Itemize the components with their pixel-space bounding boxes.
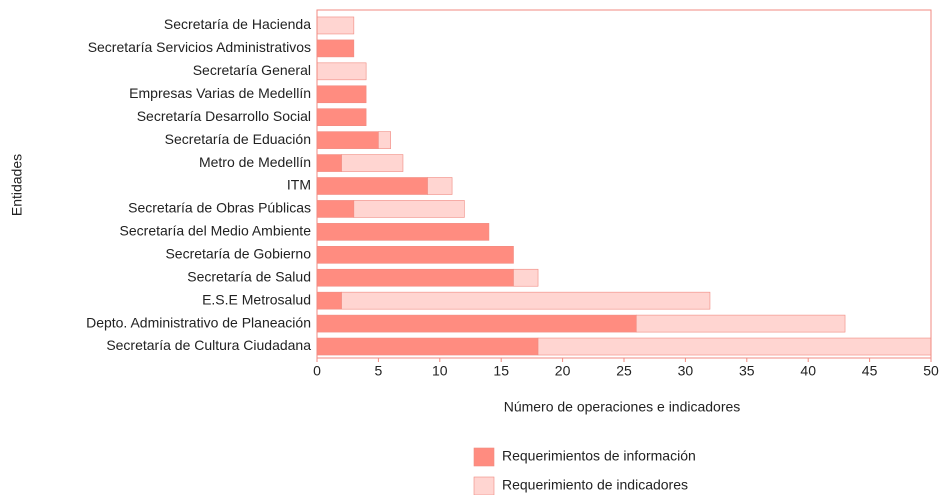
bar [341, 154, 404, 172]
bar [316, 223, 490, 241]
y-axis-title: Entidades [9, 154, 25, 216]
bar [316, 337, 539, 356]
bar [513, 268, 539, 287]
y-tick-label: Secretaría Desarrollo Social [137, 108, 311, 124]
plot-border [316, 9, 932, 359]
x-tick-label: 35 [739, 363, 755, 379]
bar [316, 268, 514, 287]
y-tick-label: E.S.E Metrosalud [202, 291, 311, 307]
bar [316, 16, 355, 35]
legend-swatch [473, 476, 495, 495]
y-tick-label: Metro de Medellín [199, 154, 311, 170]
x-tick-label: 20 [555, 363, 571, 379]
x-tick-label: 5 [375, 363, 383, 379]
bar [316, 39, 355, 58]
x-tick-label: 10 [432, 363, 448, 379]
y-tick-label: ITM [287, 177, 311, 193]
y-tick-label: Secretaría del Medio Ambiente [120, 223, 312, 239]
y-tick-label: Secretaría de Eduación [165, 131, 311, 147]
x-tick-label: 15 [493, 363, 509, 379]
bar [537, 337, 932, 356]
x-tick-label: 30 [678, 363, 694, 379]
bar [316, 108, 367, 126]
y-tick-label: Secretaría Servicios Administrativos [88, 39, 311, 55]
legend-label: Requerimientos de información [502, 448, 696, 464]
bar [316, 177, 428, 195]
bar [378, 131, 391, 149]
x-tick-label: 0 [313, 363, 321, 379]
y-tick-label: Secretaría de Obras Públicas [128, 200, 311, 216]
bar [316, 154, 342, 172]
bar [353, 200, 465, 218]
bar [316, 314, 637, 333]
legend-swatch [473, 447, 495, 467]
legend-label: Requerimiento de indicadores [502, 477, 688, 493]
y-tick-label: Depto. Administrativo de Planeación [86, 314, 311, 330]
y-tick-label: Secretaría de Hacienda [164, 16, 311, 32]
bar [316, 62, 367, 81]
bar [341, 291, 711, 310]
y-tick-label: Secretaría General [193, 62, 311, 78]
bar [316, 85, 367, 104]
bar [316, 200, 355, 218]
y-tick-label: Empresas Varias de Medellín [129, 85, 311, 101]
bar [316, 246, 514, 264]
y-tick-label: Secretaría de Salud [187, 268, 311, 284]
bar [635, 314, 846, 333]
x-tick-label: 40 [800, 363, 816, 379]
bar [427, 177, 453, 195]
x-tick-label: 50 [923, 363, 939, 379]
bar [316, 131, 379, 149]
x-tick-label: 45 [862, 363, 878, 379]
y-tick-label: Secretaría de Gobierno [165, 246, 311, 262]
y-tick-label: Secretaría de Cultura Ciudadana [106, 337, 311, 353]
bar [316, 291, 342, 310]
x-axis-title: Número de operaciones e indicadores [504, 399, 741, 415]
x-tick-label: 25 [616, 363, 632, 379]
